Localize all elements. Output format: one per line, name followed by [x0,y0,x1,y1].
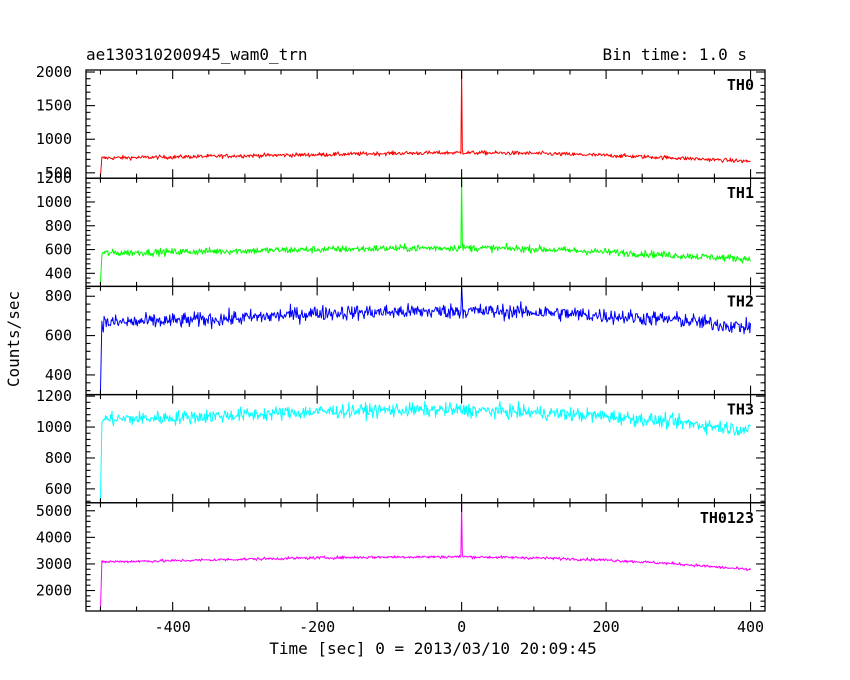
x-tick-label: -200 [299,618,335,636]
y-tick-label: 800 [45,217,72,235]
y-tick-label: 600 [45,241,72,259]
y-tick-label: 600 [45,480,72,498]
series-line-th1 [99,178,751,285]
y-tick-label: 400 [45,264,72,282]
series-line-th0 [99,70,751,177]
panel-label-th1: TH1 [727,184,754,202]
panel-th0123: 2000 3000 4000 5000 TH0123 [36,502,766,612]
chart-title: ae130310200945_wam0_trn [86,45,308,64]
y-tick-label: 1000 [36,418,72,436]
panel-label-th3: TH3 [727,401,754,419]
x-tick-label: -400 [155,618,191,636]
y-tick-label: 1500 [36,97,72,115]
y-tick-label: 800 [45,287,72,305]
panel-label-th0: TH0 [727,76,754,94]
x-tick-label: 400 [737,618,764,636]
y-tick-label: 5000 [36,502,72,520]
y-tick-label: 1000 [36,193,72,211]
series-line-th0123 [99,503,751,611]
y-tick-label: 600 [45,327,72,345]
panel-label-th2: TH2 [727,292,754,310]
panel-label-th0123: TH0123 [700,509,754,527]
panel-frame [85,285,766,396]
y-tick-label: 1000 [36,130,72,148]
y-tick-label: 2000 [36,63,72,81]
x-axis-label: Time [sec] 0 = 2013/03/10 20:09:45 [269,639,597,658]
y-tick-label: 1200 [36,387,72,405]
panel-th3: 600 800 1000 1200 TH3 [36,387,766,504]
series-line-th3 [99,400,751,502]
panel-frame [85,177,766,288]
panel-th0: 500 1000 1500 2000 TH0 [36,63,766,182]
series-line-th2 [99,286,752,393]
y-tick-label: 2000 [36,582,72,600]
y-tick-label: 800 [45,449,72,467]
panel-frame [85,69,766,179]
panel-stack: 500100015002000TH040060080010001200TH140… [36,63,766,636]
y-tick-label: 500 [45,164,72,182]
y-tick-label: 4000 [36,528,72,546]
panel-th2: 400 600 800 TH2 [45,285,766,396]
y-tick-label: 1200 [36,169,72,187]
x-tick-label: 0 [457,618,466,636]
bin-time-label: Bin time: 1.0 s [603,45,748,64]
y-tick-label: 400 [45,366,72,384]
y-axis-label: Counts/sec [4,291,23,387]
x-tick-label: 200 [593,618,620,636]
panel-frame [85,393,766,504]
panel-th1: 400 600 800 1000 1200 TH1 [36,169,766,288]
y-tick-label: 3000 [36,555,72,573]
